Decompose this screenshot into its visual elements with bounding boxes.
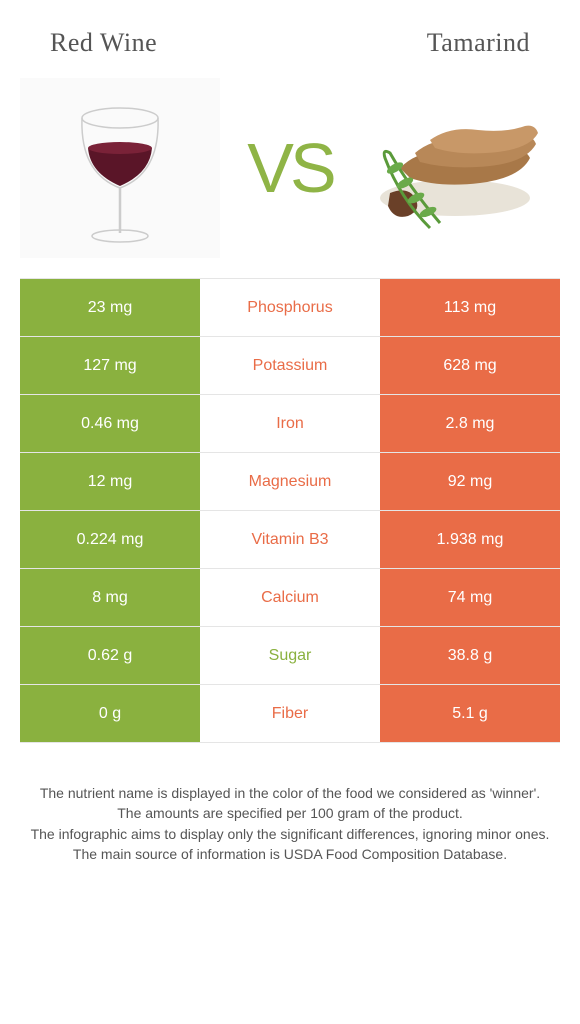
nutrient-name: Vitamin B3 [200,511,380,568]
table-row: 127 mgPotassium628 mg [20,337,560,395]
nutrient-name: Sugar [200,627,380,684]
table-row: 12 mgMagnesium92 mg [20,453,560,511]
right-value: 92 mg [380,453,560,510]
left-value: 127 mg [20,337,200,394]
right-value: 2.8 mg [380,395,560,452]
table-row: 8 mgCalcium74 mg [20,569,560,627]
titles-row: Red Wine Tamarind [0,0,580,68]
title-left: Red Wine [50,28,157,58]
nutrient-name: Phosphorus [200,279,380,336]
nutrient-name: Potassium [200,337,380,394]
footer-line-4: The main source of information is USDA F… [30,844,550,864]
left-value: 0.62 g [20,627,200,684]
nutrient-name: Magnesium [200,453,380,510]
left-value: 23 mg [20,279,200,336]
footer-line-2: The amounts are specified per 100 gram o… [30,803,550,823]
left-value: 0 g [20,685,200,742]
footer-notes: The nutrient name is displayed in the co… [0,743,580,864]
right-value: 113 mg [380,279,560,336]
title-right: Tamarind [427,28,530,58]
nutrient-table: 23 mgPhosphorus113 mg127 mgPotassium628 … [20,278,560,743]
left-image [20,78,220,258]
footer-line-1: The nutrient name is displayed in the co… [30,783,550,803]
vs-text: VS [247,128,332,208]
right-image [360,78,560,258]
right-value: 74 mg [380,569,560,626]
right-value: 628 mg [380,337,560,394]
right-value: 5.1 g [380,685,560,742]
images-row: VS [0,68,580,278]
left-value: 0.224 mg [20,511,200,568]
right-value: 1.938 mg [380,511,560,568]
table-row: 0.224 mgVitamin B31.938 mg [20,511,560,569]
table-row: 0.46 mgIron2.8 mg [20,395,560,453]
nutrient-name: Iron [200,395,380,452]
left-value: 12 mg [20,453,200,510]
table-row: 0 gFiber5.1 g [20,685,560,743]
nutrient-name: Fiber [200,685,380,742]
left-value: 0.46 mg [20,395,200,452]
right-value: 38.8 g [380,627,560,684]
table-row: 0.62 gSugar38.8 g [20,627,560,685]
tamarind-icon [360,78,560,258]
wine-glass-icon [20,78,220,258]
footer-line-3: The infographic aims to display only the… [30,824,550,844]
left-value: 8 mg [20,569,200,626]
table-row: 23 mgPhosphorus113 mg [20,279,560,337]
nutrient-name: Calcium [200,569,380,626]
